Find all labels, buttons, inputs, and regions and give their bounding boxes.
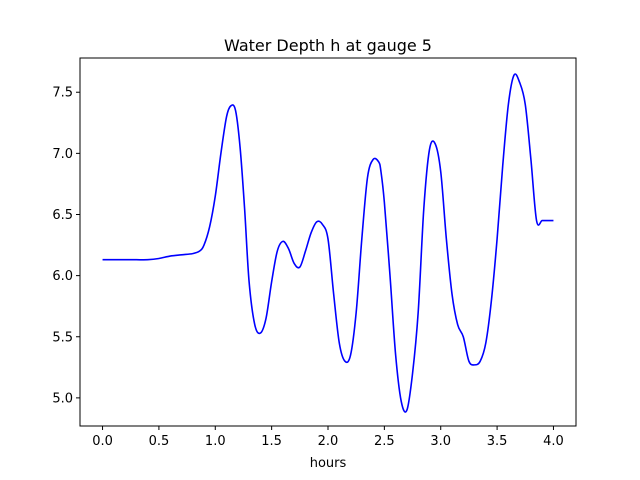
x-tick-label: 4.0 (543, 434, 564, 449)
y-tick-label: 7.5 (52, 86, 73, 101)
y-tick-label: 5.5 (52, 330, 73, 345)
x-tick-label: 2.5 (374, 434, 395, 449)
x-tick-label: 1.5 (261, 434, 282, 449)
y-axis: 5.0 5.5 6.0 6.5 7.0 7.5 (52, 86, 80, 406)
chart-title: Water Depth h at gauge 5 (224, 36, 432, 55)
x-tick-label: 3.0 (430, 434, 451, 449)
data-layer (102, 73, 554, 413)
x-tick-label: 0.0 (92, 434, 113, 449)
x-tick-label: 0.5 (149, 434, 170, 449)
y-tick-label: 6.0 (52, 269, 73, 284)
x-tick-label: 1.0 (205, 434, 226, 449)
series-line (102, 73, 554, 413)
x-tick-label: 3.5 (487, 434, 508, 449)
y-tick-label: 5.0 (52, 391, 73, 406)
y-tick-label: 6.5 (52, 208, 73, 223)
x-axis: 0.0 0.5 1.0 1.5 2.0 2.5 3.0 3.5 4.0 (92, 426, 564, 449)
x-tick-label: 2.0 (318, 434, 339, 449)
y-tick-label: 7.0 (52, 147, 73, 162)
x-axis-label: hours (310, 456, 347, 471)
